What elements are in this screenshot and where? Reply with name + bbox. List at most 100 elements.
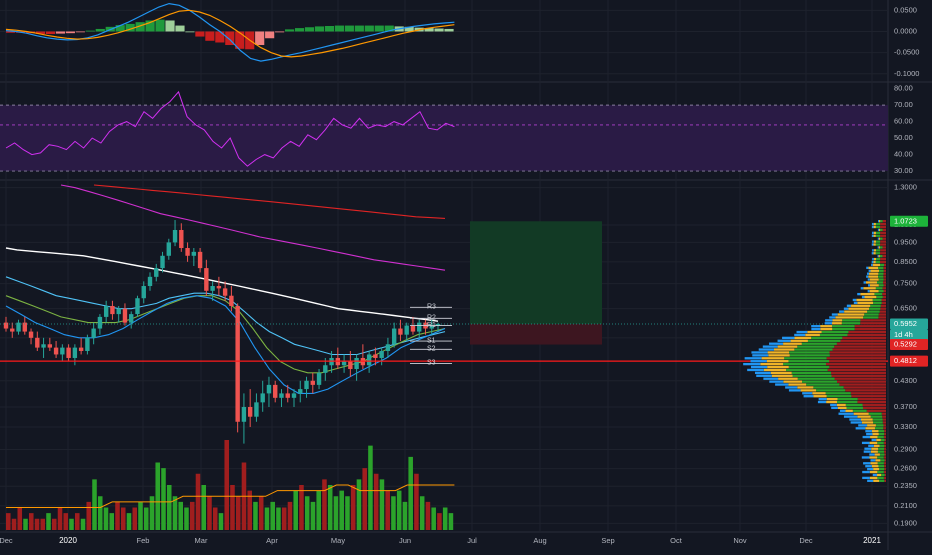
candle-body <box>341 361 347 366</box>
volume-bar <box>437 513 442 530</box>
volume-profile-segment <box>813 386 844 389</box>
volume-profile-segment <box>873 257 877 261</box>
price-tag[interactable] <box>890 215 928 227</box>
volume-profile-segment <box>880 307 886 310</box>
volume-bar <box>46 513 51 530</box>
volume-profile-segment <box>862 470 870 474</box>
volume-profile-segment <box>849 418 861 421</box>
volume-profile-segment <box>845 409 853 412</box>
x-tick-label: Feb <box>137 536 150 545</box>
x-tick-label: Oct <box>670 536 683 545</box>
volume-profile-segment <box>831 374 886 377</box>
x-tick-label: Apr <box>266 536 278 545</box>
volume-profile-segment <box>766 360 789 363</box>
volume-bar <box>132 507 138 530</box>
volume-bar <box>419 496 425 530</box>
volume-profile-segment <box>867 278 870 281</box>
macd-histogram-bar <box>304 27 315 32</box>
volume-profile-segment <box>830 403 837 407</box>
volume-profile-segment <box>878 275 884 278</box>
volume-profile-segment <box>880 228 883 232</box>
volume-profile-segment <box>784 357 827 360</box>
volume-profile-segment <box>870 462 878 465</box>
volume-profile-segment <box>829 316 836 319</box>
volume-profile-segment <box>878 228 881 232</box>
price-tag[interactable] <box>890 339 928 351</box>
volume-profile-segment <box>883 441 886 445</box>
volume-profile-segment <box>800 389 817 392</box>
volume-profile-segment <box>861 421 874 424</box>
volume-profile-segment <box>870 459 876 462</box>
volume-profile-segment <box>865 430 872 433</box>
volume-profile-segment <box>864 447 872 450</box>
volume-profile-segment <box>878 430 885 433</box>
price-tag[interactable] <box>890 329 928 341</box>
price-tag-label[interactable]: 1.0723 <box>894 216 917 225</box>
volume-profile-segment <box>883 462 886 465</box>
macd-histogram-bar <box>195 31 205 37</box>
volume-profile-segment <box>884 479 886 482</box>
volume-profile-segment <box>792 374 832 377</box>
volume-profile-segment <box>872 240 874 243</box>
volume-profile-segment <box>884 459 886 462</box>
volume-profile-segment <box>871 438 877 442</box>
macd-histogram-bar <box>294 28 305 32</box>
price-tag-label[interactable]: 0.5292 <box>894 340 917 349</box>
volume-profile-segment <box>882 255 886 258</box>
volume-profile-segment <box>817 400 827 404</box>
volume-profile-segment <box>857 292 861 296</box>
volume-profile-segment <box>811 327 821 331</box>
rsi-y-tick-label: 60.00 <box>894 117 913 126</box>
volume-profile-segment <box>883 427 886 430</box>
volume-profile-segment <box>871 465 879 468</box>
price-tag[interactable] <box>890 355 928 367</box>
volume-profile-segment <box>871 243 874 246</box>
volume-bar <box>207 496 212 530</box>
volume-bar <box>281 507 287 530</box>
price-tag[interactable] <box>890 318 928 330</box>
volume-profile-segment <box>878 220 881 223</box>
volume-profile-segment <box>879 260 886 264</box>
volume-profile-segment <box>882 281 886 284</box>
volume-profile-segment <box>869 476 878 480</box>
volume-profile-segment <box>872 263 881 267</box>
volume-profile-segment <box>826 400 837 404</box>
price-tag-label[interactable]: 1d 4h <box>894 330 913 339</box>
macd-histogram-bar <box>95 28 105 32</box>
volume-profile-segment <box>863 462 871 465</box>
price-tag-label[interactable]: 0.5952 <box>894 319 917 328</box>
volume-bar <box>74 513 80 530</box>
volume-profile-segment <box>873 240 876 243</box>
volume-bar <box>448 513 454 530</box>
volume-profile-segment <box>880 263 885 267</box>
volume-bar <box>322 479 327 530</box>
candle-body <box>135 298 140 315</box>
volume-profile-segment <box>846 406 863 410</box>
volume-profile-segment <box>819 333 848 337</box>
volume-profile-segment <box>871 234 874 237</box>
volume-profile-segment <box>884 467 886 471</box>
volume-profile-segment <box>870 304 881 307</box>
volume-profile-segment <box>878 278 884 281</box>
volume-profile-segment <box>811 325 821 328</box>
price-tag-label[interactable]: 0.4812 <box>894 356 917 365</box>
volume-profile-segment <box>832 327 855 331</box>
volume-profile-segment <box>820 325 833 328</box>
volume-profile-segment <box>783 342 802 345</box>
volume-profile-segment <box>789 351 830 354</box>
volume-profile-segment <box>758 348 774 351</box>
volume-profile-segment <box>884 432 886 436</box>
price-labels[interactable]: 1.0723 0.5952 1d 4h0.5292 0.4812 <box>890 215 928 367</box>
candle-body <box>348 361 353 370</box>
candle-body <box>53 347 59 355</box>
volume-bar <box>51 518 57 530</box>
volume-profile-segment <box>873 301 882 305</box>
volume-profile-segment <box>877 441 884 445</box>
candle-body <box>379 350 384 358</box>
volume-profile-segment <box>789 354 830 357</box>
volume-profile-segment <box>880 220 883 223</box>
volume-profile-segment <box>880 234 886 237</box>
volume-bar <box>230 485 235 530</box>
volume-profile-segment <box>785 386 798 389</box>
volume-profile-segment <box>837 406 847 410</box>
